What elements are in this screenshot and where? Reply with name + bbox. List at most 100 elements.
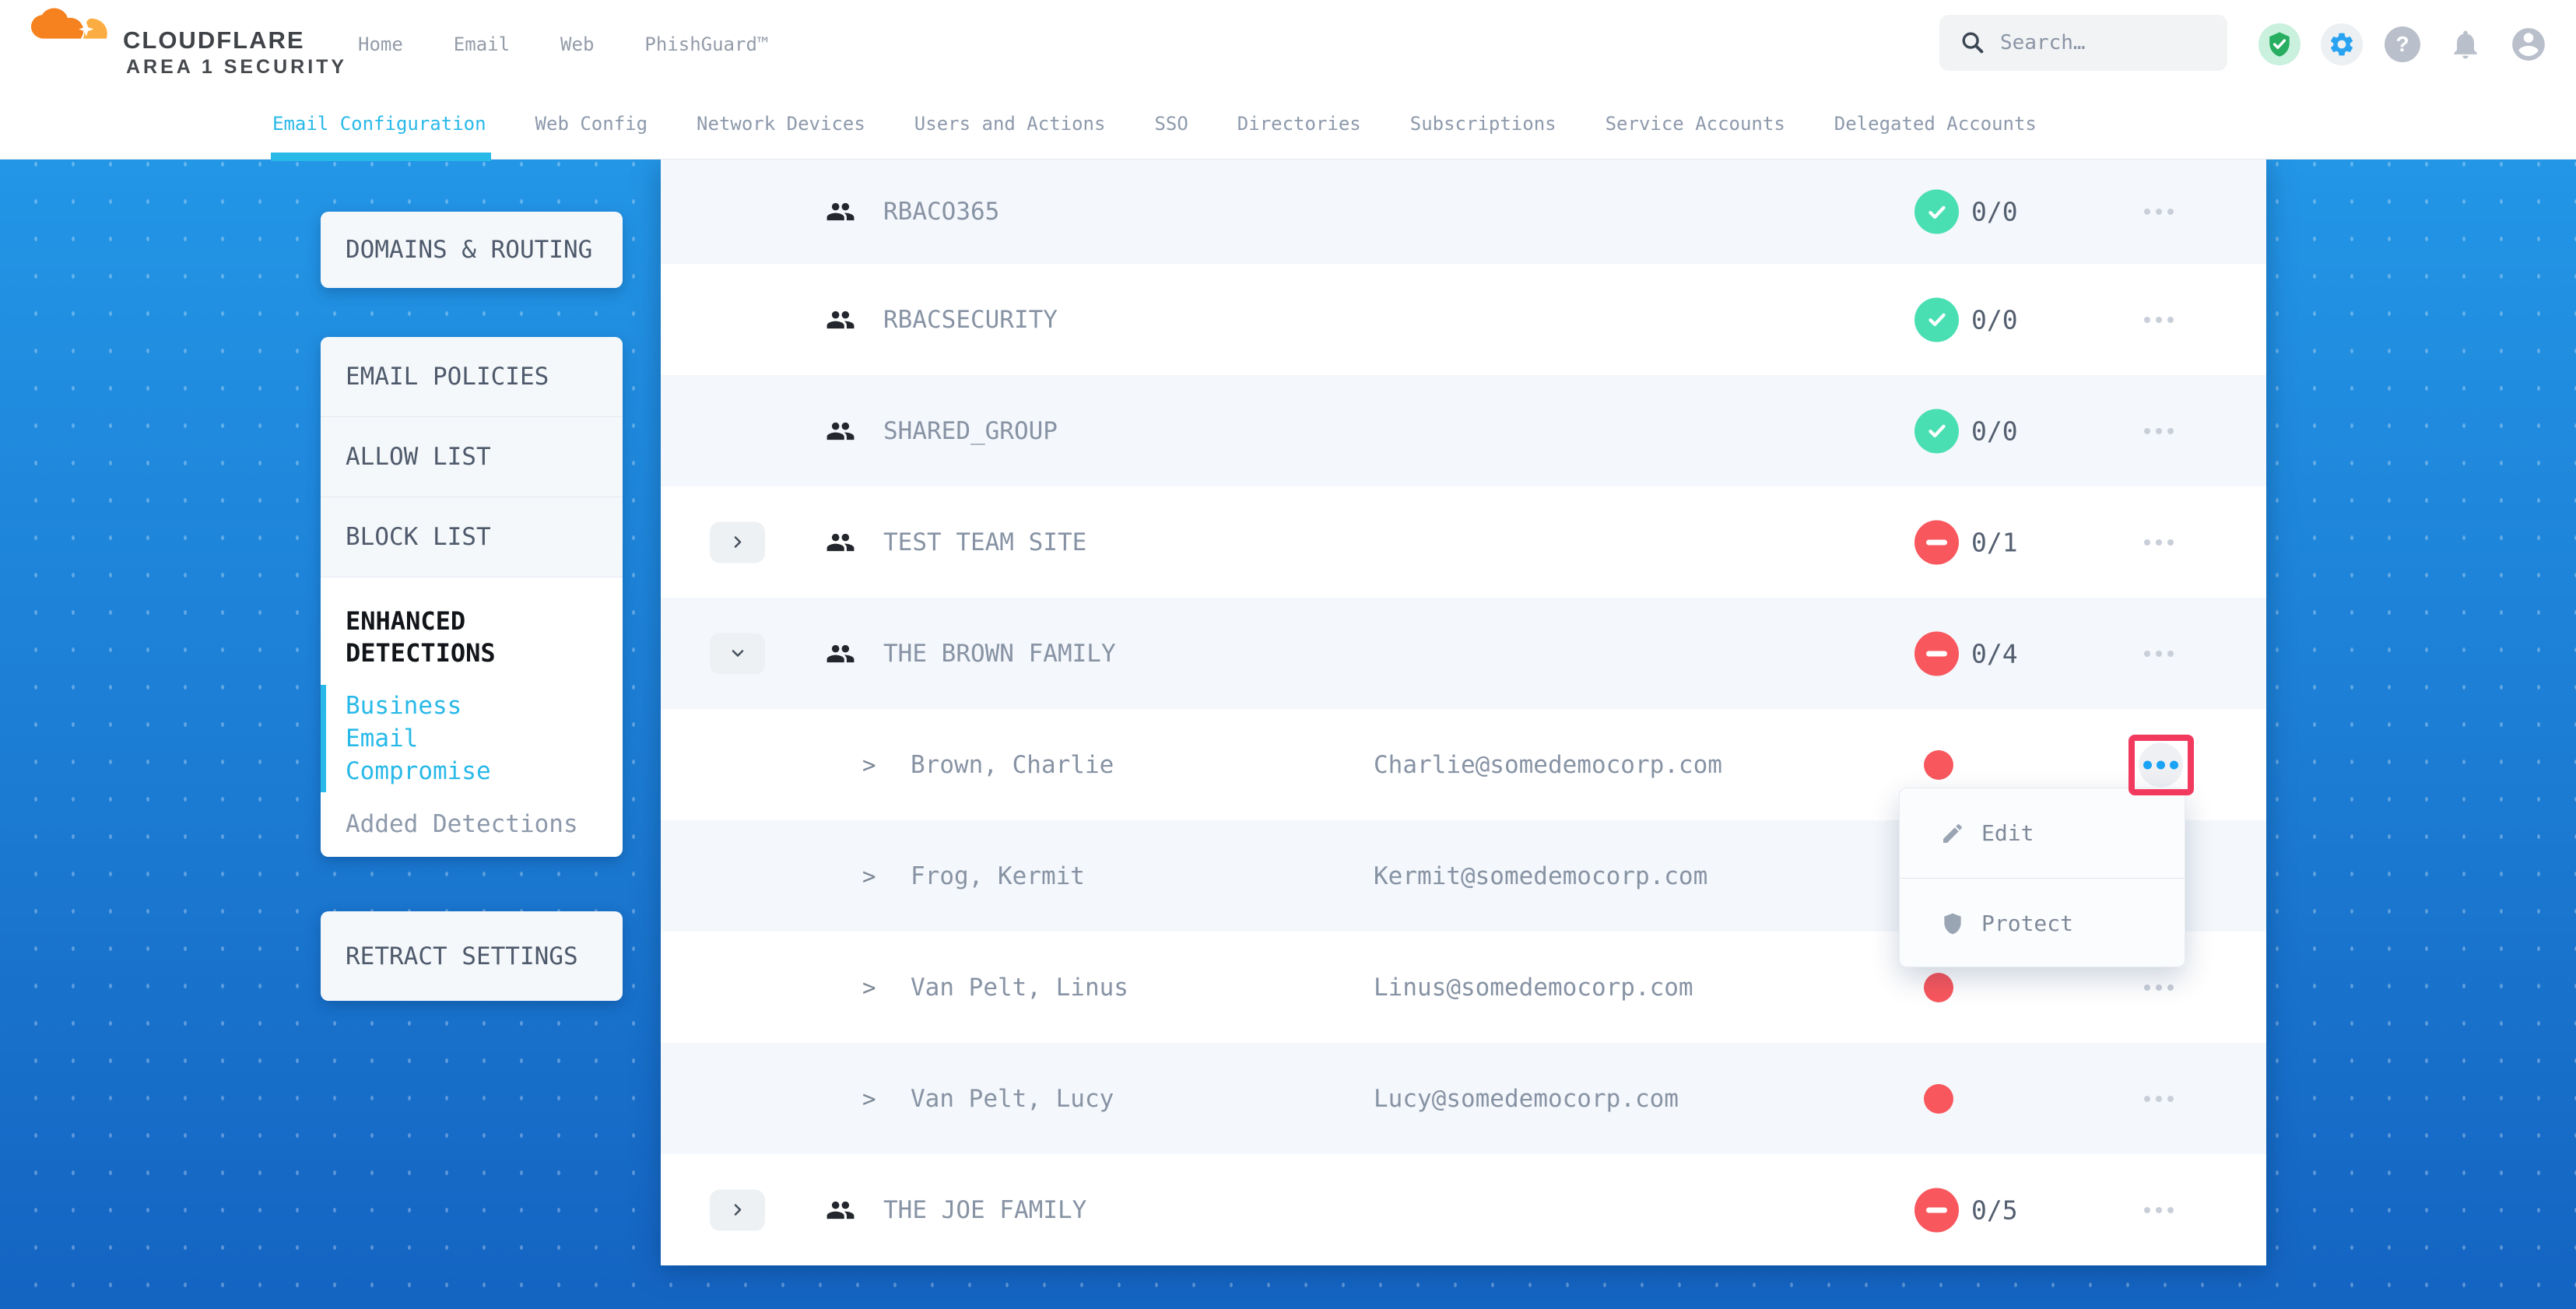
nav-phishguard[interactable]: PhishGuard™ <box>644 33 769 55</box>
group-name: THE BROWN FAMILY <box>883 639 1116 668</box>
sidebar-item-domains-routing[interactable]: DOMAINS & ROUTING <box>321 212 623 288</box>
table-row-group: RBACSECURITY 0/0 <box>661 264 2266 375</box>
member-chevron: > <box>862 751 876 778</box>
pencil-icon <box>1940 821 1965 846</box>
status-badge-alert <box>1914 520 1959 564</box>
header-icons: ? <box>2258 0 2576 89</box>
minus-icon <box>1926 651 1947 656</box>
shield-icon <box>1940 911 1965 936</box>
status-badge-ok <box>1914 297 1959 342</box>
tab-email-configuration[interactable]: Email Configuration <box>271 89 491 161</box>
sidebar-item-allow-list[interactable]: ALLOW LIST <box>321 417 623 497</box>
tab-delegated-accounts[interactable]: Delegated Accounts <box>1834 113 2037 135</box>
group-icon <box>826 1195 855 1225</box>
menu-item-label: Edit <box>1981 820 2034 846</box>
menu-item-edit[interactable]: Edit <box>1900 788 2185 878</box>
gear-icon <box>2330 33 2353 56</box>
row-menu-button[interactable] <box>2144 1083 2185 1114</box>
status-badge-alert <box>1914 1188 1959 1232</box>
member-name: Van Pelt, Lucy <box>911 1084 1114 1113</box>
sidebar-label: RETRACT SETTINGS <box>346 942 578 970</box>
group-name: TEST TEAM SITE <box>883 528 1087 556</box>
member-count: 0/0 <box>1971 196 2018 227</box>
sidebar-item-block-list[interactable]: BLOCK LIST <box>321 497 623 577</box>
search-box[interactable] <box>1939 15 2227 71</box>
chevron-right-icon <box>734 1204 741 1216</box>
table-row-group: SHARED_GROUP 0/0 <box>661 375 2266 486</box>
tab-users-and-actions[interactable]: Users and Actions <box>914 113 1106 135</box>
status-badge-ok <box>1914 409 1959 453</box>
sidebar-label: ALLOW LIST <box>346 443 491 471</box>
member-name: Van Pelt, Linus <box>911 973 1128 1002</box>
member-name: Frog, Kermit <box>911 862 1085 890</box>
account-button[interactable] <box>2509 25 2548 64</box>
tab-service-accounts[interactable]: Service Accounts <box>1605 113 1785 135</box>
row-menu-button[interactable] <box>2144 527 2185 558</box>
member-count: 0/5 <box>1971 1195 2018 1225</box>
tab-subscriptions[interactable]: Subscriptions <box>1409 113 1556 135</box>
menu-divider <box>1900 878 2185 879</box>
row-menu-button[interactable] <box>2144 638 2185 669</box>
table-row-group: RBACO365 0/0 <box>661 160 2266 264</box>
help-button[interactable]: ? <box>2385 26 2420 62</box>
nav-home[interactable]: Home <box>358 33 403 55</box>
collapse-row-button[interactable] <box>710 633 765 674</box>
row-menu-button[interactable] <box>2144 972 2185 1003</box>
row-menu-button-active[interactable] <box>2139 742 2183 787</box>
brand-product: AREA 1 SECURITY <box>126 56 348 78</box>
sidebar-item-retract-settings[interactable]: RETRACT SETTINGS <box>321 911 623 1001</box>
menu-item-protect[interactable]: Protect <box>1900 879 2185 968</box>
group-icon <box>826 305 855 335</box>
secondary-nav: Email Configuration Web Config Network D… <box>0 89 2576 161</box>
menu-item-label: Protect <box>1981 911 2074 936</box>
nav-email[interactable]: Email <box>453 33 511 55</box>
settings-button[interactable] <box>2321 23 2363 65</box>
minus-icon <box>1926 539 1947 545</box>
brand-name: CLOUDFLARE <box>123 26 305 54</box>
directory-table: RBACO365 0/0 RBACSECURITY 0/0 SHARED_GRO… <box>661 160 2266 1265</box>
group-icon <box>826 639 855 669</box>
sidebar-item-added-detections[interactable]: Added Detections <box>346 810 578 838</box>
sidebar-label: EMAIL POLICIES <box>346 363 549 391</box>
sidebar-item-email-policies[interactable]: EMAIL POLICIES <box>321 337 623 417</box>
row-context-menu: Edit Protect <box>1899 788 2185 967</box>
status-badge-alert <box>1914 631 1959 676</box>
group-name: SHARED_GROUP <box>883 416 1058 445</box>
row-menu-button[interactable] <box>2144 304 2185 335</box>
group-icon <box>826 197 855 226</box>
protection-status-button[interactable] <box>2258 23 2301 65</box>
group-name: THE JOE FAMILY <box>883 1195 1087 1224</box>
table-row-group: THE JOE FAMILY 0/5 <box>661 1154 2266 1265</box>
tab-sso[interactable]: SSO <box>1154 113 1188 135</box>
expand-row-button[interactable] <box>710 1189 765 1230</box>
search-input[interactable] <box>2000 31 2202 54</box>
highlight-annotation-box <box>2129 735 2194 795</box>
row-menu-button[interactable] <box>2144 416 2185 447</box>
alert-dot <box>1924 1083 1953 1114</box>
member-name: Brown, Charlie <box>911 750 1114 779</box>
tab-directories[interactable]: Directories <box>1237 113 1361 135</box>
sidebar-section-enhanced-detections: ENHANCED DETECTIONS Business Email Compr… <box>321 577 623 840</box>
chevron-right-icon <box>734 536 741 548</box>
table-row-group: TEST TEAM SITE 0/1 <box>661 486 2266 598</box>
group-name: RBACO365 <box>883 198 1000 226</box>
notifications-button[interactable] <box>2447 26 2484 63</box>
member-count: 0/0 <box>1971 416 2018 446</box>
member-count: 0/0 <box>1971 304 2018 335</box>
cloudflare-cloud-icon <box>31 8 107 39</box>
group-icon <box>826 416 855 446</box>
content-area: DOMAINS & ROUTING EMAIL POLICIES ALLOW L… <box>0 160 2576 1309</box>
cloudflare-logo[interactable]: CLOUDFLARE AREA 1 SECURITY <box>31 6 358 82</box>
tab-network-devices[interactable]: Network Devices <box>697 113 865 135</box>
expand-row-button[interactable] <box>710 521 765 563</box>
nav-web[interactable]: Web <box>560 33 595 55</box>
row-menu-button[interactable] <box>2144 1195 2185 1226</box>
member-chevron: > <box>862 974 876 1001</box>
tab-web-config[interactable]: Web Config <box>535 113 648 135</box>
user-icon <box>2512 28 2545 61</box>
shield-check-icon <box>2269 32 2290 57</box>
row-menu-button[interactable] <box>2144 196 2185 227</box>
sidebar-item-business-email-compromise[interactable]: Business Email Compromise <box>321 685 540 792</box>
sidebar-label: BLOCK LIST <box>346 523 491 551</box>
sidebar-policies-card: EMAIL POLICIES ALLOW LIST BLOCK LIST ENH… <box>321 337 623 857</box>
